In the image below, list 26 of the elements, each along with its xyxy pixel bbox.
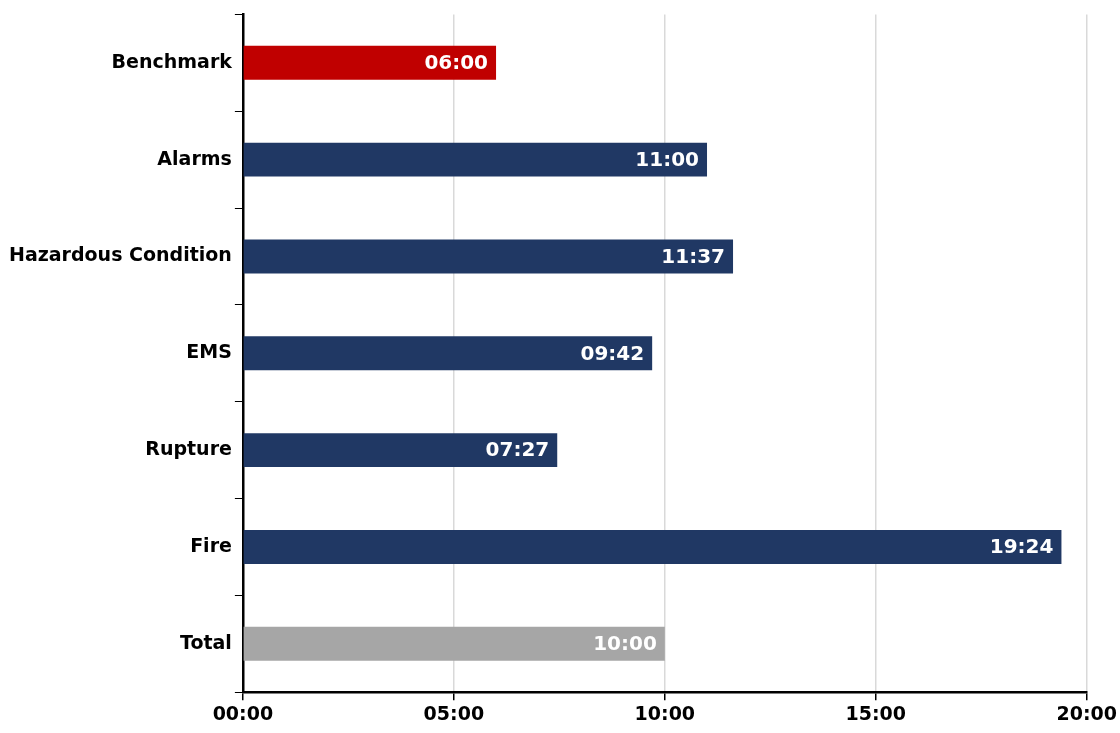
x-tick-label: 05:00 bbox=[423, 701, 485, 724]
bar bbox=[243, 433, 558, 468]
data-label: 07:27 bbox=[485, 437, 550, 462]
bar bbox=[243, 336, 653, 371]
x-tick-label: 10:00 bbox=[634, 701, 696, 724]
bar bbox=[243, 45, 497, 80]
data-label: 19:24 bbox=[989, 534, 1054, 559]
bar bbox=[243, 530, 1062, 564]
y-tick-label: Benchmark bbox=[111, 49, 233, 72]
data-label: 09:42 bbox=[580, 340, 645, 365]
x-tick-label: 15:00 bbox=[845, 701, 907, 724]
y-tick-label: EMS bbox=[186, 340, 232, 363]
bar bbox=[243, 239, 734, 274]
y-tick-label: Rupture bbox=[145, 437, 232, 460]
data-label: 11:00 bbox=[635, 146, 700, 171]
y-tick-label: Alarms bbox=[157, 146, 232, 169]
data-label: 11:37 bbox=[661, 243, 726, 268]
y-tick-label: Hazardous Condition bbox=[9, 243, 232, 266]
y-tick-label: Total bbox=[179, 630, 232, 653]
bar bbox=[243, 626, 665, 661]
bar bbox=[243, 142, 708, 177]
data-label: 10:00 bbox=[593, 630, 657, 655]
y-tick-label: Fire bbox=[190, 533, 232, 556]
x-tick-label: 00:00 bbox=[212, 701, 274, 724]
data-label: 06:00 bbox=[424, 50, 489, 75]
x-tick-label: 20:00 bbox=[1056, 701, 1117, 724]
